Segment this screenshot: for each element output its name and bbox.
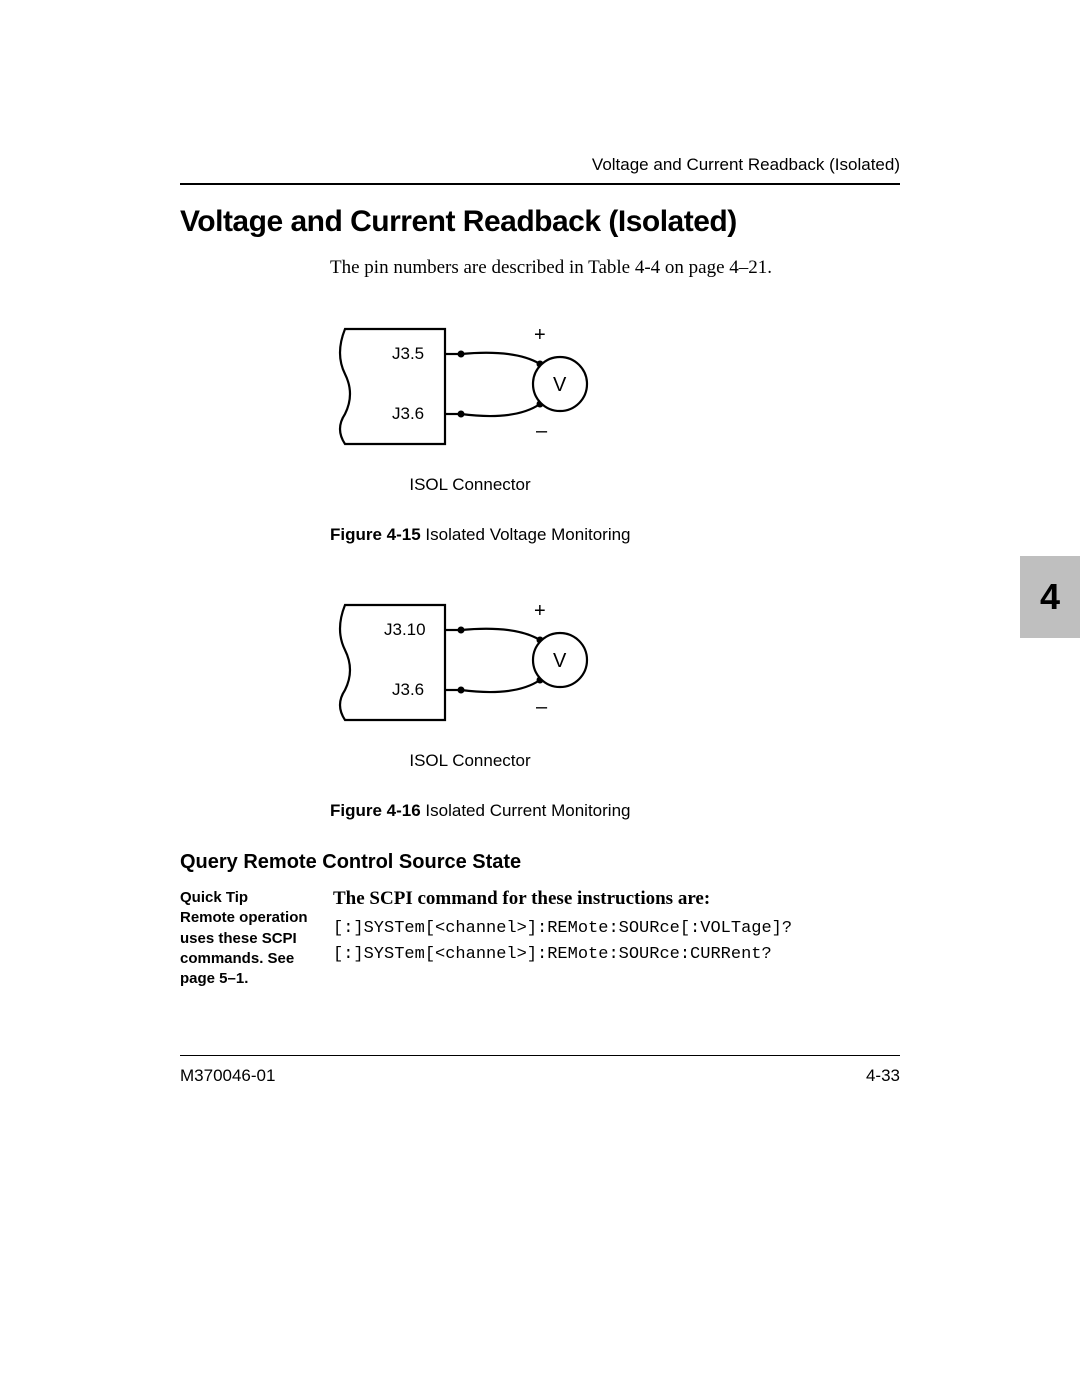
page-footer: M370046-01 4-33: [180, 1055, 900, 1086]
diagram-svg-2: J3.10 J3.6 + – V: [330, 595, 630, 745]
subsection-title: Query Remote Control Source State: [180, 851, 900, 874]
connector-label-1: ISOL Connector: [330, 475, 610, 495]
connector-label-2: ISOL Connector: [330, 751, 610, 771]
footer-row: M370046-01 4-33: [180, 1066, 900, 1086]
figure-number-2: Figure 4-16: [330, 801, 421, 820]
pin-top-label-2: J3.10: [384, 620, 426, 639]
figure-caption-2: Figure 4-16 Isolated Current Monitoring: [330, 801, 900, 821]
plus-icon-2: +: [534, 600, 546, 622]
pin-bottom-label: J3.6: [392, 404, 424, 423]
pin-bottom-label-2: J3.6: [392, 680, 424, 699]
diagram-current-monitoring: J3.10 J3.6 + – V ISOL Connector: [330, 595, 900, 771]
doc-id: M370046-01: [180, 1066, 275, 1086]
scpi-block: The SCPI command for these instructions …: [333, 888, 900, 989]
pin-top-label: J3.5: [392, 344, 424, 363]
diagram-voltage-monitoring: J3.5 J3.6 + – V ISOL Connector: [330, 319, 900, 495]
minus-icon-2: –: [536, 696, 548, 718]
figure-number-1: Figure 4-15: [330, 525, 421, 544]
figure-text-2: Isolated Current Monitoring: [421, 801, 631, 820]
scpi-heading: The SCPI command for these instructions …: [333, 888, 900, 910]
chapter-tab: 4: [1020, 556, 1080, 638]
figure-caption-1: Figure 4-15 Isolated Voltage Monitoring: [330, 525, 900, 545]
running-header: Voltage and Current Readback (Isolated): [180, 155, 900, 175]
meter-label-2: V: [553, 650, 567, 672]
quick-tip-body: Remote operation uses these SCPI command…: [180, 908, 315, 989]
minus-icon: –: [536, 420, 548, 442]
page-title: Voltage and Current Readback (Isolated): [180, 205, 900, 239]
page-content: Voltage and Current Readback (Isolated) …: [180, 155, 900, 989]
plus-icon: +: [534, 324, 546, 346]
diagram-svg-1: J3.5 J3.6 + – V: [330, 319, 630, 469]
quick-tip-sidebar: Quick Tip Remote operation uses these SC…: [180, 888, 315, 989]
intro-paragraph: The pin numbers are described in Table 4…: [330, 257, 900, 279]
page-number: 4-33: [866, 1066, 900, 1086]
figure-text-1: Isolated Voltage Monitoring: [421, 525, 631, 544]
scpi-section: Quick Tip Remote operation uses these SC…: [180, 888, 900, 989]
quick-tip-heading: Quick Tip: [180, 888, 315, 908]
scpi-command-1: [:]SYSTem[<channel>]:REMote:SOURce[:VOLT…: [333, 916, 900, 942]
header-rule: [180, 183, 900, 185]
footer-rule: [180, 1055, 900, 1056]
scpi-command-2: [:]SYSTem[<channel>]:REMote:SOURce:CURRe…: [333, 942, 900, 968]
meter-label: V: [553, 374, 567, 396]
